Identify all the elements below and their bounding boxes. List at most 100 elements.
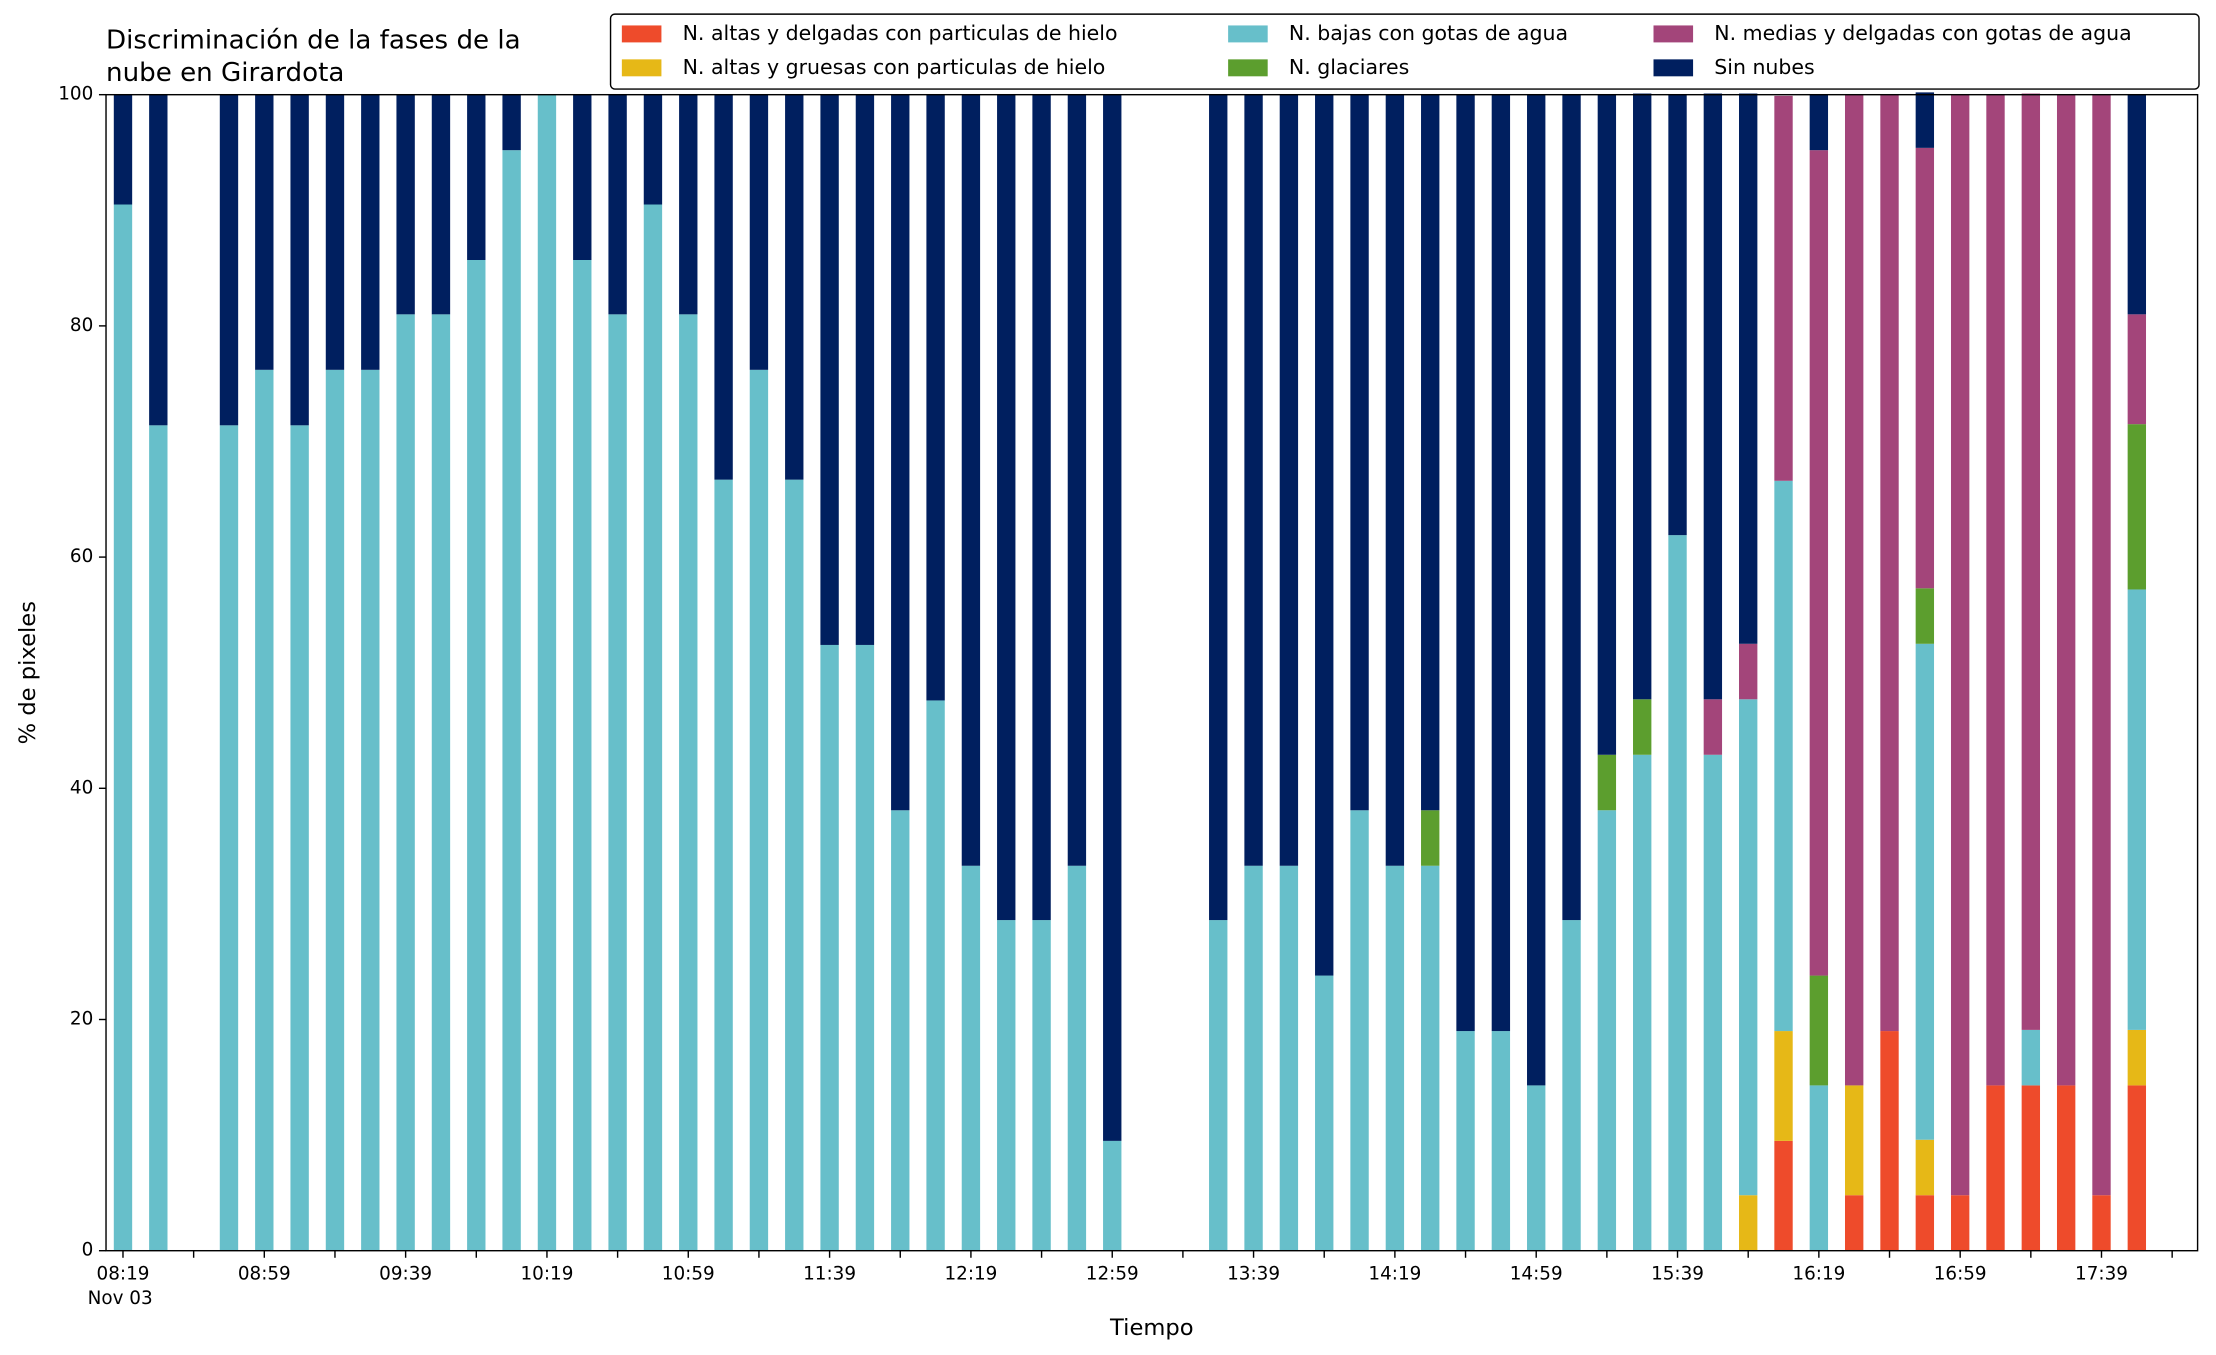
bar-segment [643,94,663,205]
bar-segment [1244,865,1263,1251]
bar-segment [1809,975,1829,1086]
bar-segment [2021,93,2041,1030]
y-tick-label: 80 [70,315,93,336]
bar-segment [855,644,875,1251]
bar-segment [749,94,769,370]
bar-segment [1844,94,1864,1086]
bar-segment [290,425,309,1251]
bar-segment [1279,865,1299,1251]
x-date-label: Nov 03 [88,1288,153,1309]
bar-segment [2056,94,2076,1086]
x-tick-label: 10:59 [662,1264,715,1285]
bar-segment [1703,93,1723,700]
bar-segment [113,204,133,1251]
x-axis-label: Tiempo [1109,1315,1194,1341]
bar-segment [573,94,592,260]
x-tick-label: 12:59 [1086,1264,1139,1285]
bar-segment [1279,94,1299,866]
bar-segment [1880,1031,1899,1251]
bar-segment [785,94,804,480]
bar-segment [2127,1029,2147,1086]
bar-segment [1315,94,1334,976]
bar-segment [1739,643,1758,700]
bar-segment [1385,94,1405,866]
bar-segment [1844,1085,1864,1196]
bar-segment [573,259,592,1251]
y-axis-label: % de pixeles [15,601,41,744]
legend-label: N. altas y delgadas con particulas de hi… [683,21,1118,45]
bar-segment [1809,94,1829,151]
bar-segment [1950,1195,1970,1251]
bar-segment [1986,94,2005,1086]
bar-segment [1950,94,1970,1196]
bar-segment [1067,94,1087,866]
bar-segment [1527,94,1546,1086]
bar-segment [1809,150,1829,976]
bar-segment [1209,94,1228,921]
bar-segment [1491,94,1511,1032]
bar-segment [1562,94,1581,921]
bar-segment [891,810,910,1251]
bar-segment [1421,94,1440,811]
bar-segment [255,369,274,1251]
bar-segment [820,644,839,1251]
bar-segment [891,94,910,811]
bar-segment [1032,94,1051,921]
bar-segment [2021,1029,2041,1086]
bar-segment [396,314,415,1251]
bar-segment [1067,865,1087,1251]
bar-segment [679,314,698,1251]
x-tick-label: 10:19 [520,1264,573,1285]
y-tick-label: 60 [70,546,93,567]
bar-segment [1103,94,1122,1141]
bar-segment [1421,865,1440,1251]
legend-label: N. glaciares [1289,55,1409,79]
bar-segment [325,369,345,1251]
bar-segment [1103,1140,1122,1251]
bar-segment [1739,1195,1758,1251]
bar-segment [361,94,380,370]
chart-title: nube en Girardota [106,58,344,88]
bar-segment [113,94,133,205]
bar-segment [1633,754,1652,1251]
bar-segment [1739,699,1758,1196]
x-tick-label: 08:59 [238,1264,291,1285]
bar-segment [467,259,486,1251]
bar-segment [1915,1195,1935,1251]
x-tick-label: 17:39 [2075,1264,2128,1285]
x-tick-label: 16:59 [1934,1264,1987,1285]
bar-segment [1209,920,1228,1251]
bar-segment [1668,535,1687,1251]
bar-segment [2127,1085,2147,1251]
bar-segment [431,94,451,315]
bar-segment [1315,975,1334,1251]
bar-segment [1597,810,1617,1251]
bar-segment [219,94,239,426]
legend-label: Sin nubes [1714,55,1814,79]
bar-segment [608,94,627,315]
x-tick-label: 16:19 [1792,1264,1845,1285]
bar-segment [467,94,486,260]
bar-segment [2021,1085,2041,1251]
bar-segment [1597,94,1617,755]
bar-segment [431,314,451,1251]
bar-segment [1774,95,1793,481]
bar-segment [1774,1140,1793,1251]
bar-segment [1633,699,1652,755]
legend-label: N. medias y delgadas con gotas de agua [1714,21,2131,45]
bar-segment [1385,865,1405,1251]
bar-segment [2127,589,2147,1030]
bar-segment [714,94,733,480]
x-tick-label: 09:39 [379,1264,432,1285]
legend-swatch [1228,25,1268,43]
plot-frame [105,93,2199,1252]
bar-segment [502,94,521,151]
bar-segment [502,150,521,1251]
bar-segment [325,94,345,370]
legend-label: N. altas y gruesas con particulas de hie… [683,55,1106,79]
bar-segment [1668,94,1687,536]
legend-swatch [1653,59,1694,77]
bar-segment [290,94,309,426]
